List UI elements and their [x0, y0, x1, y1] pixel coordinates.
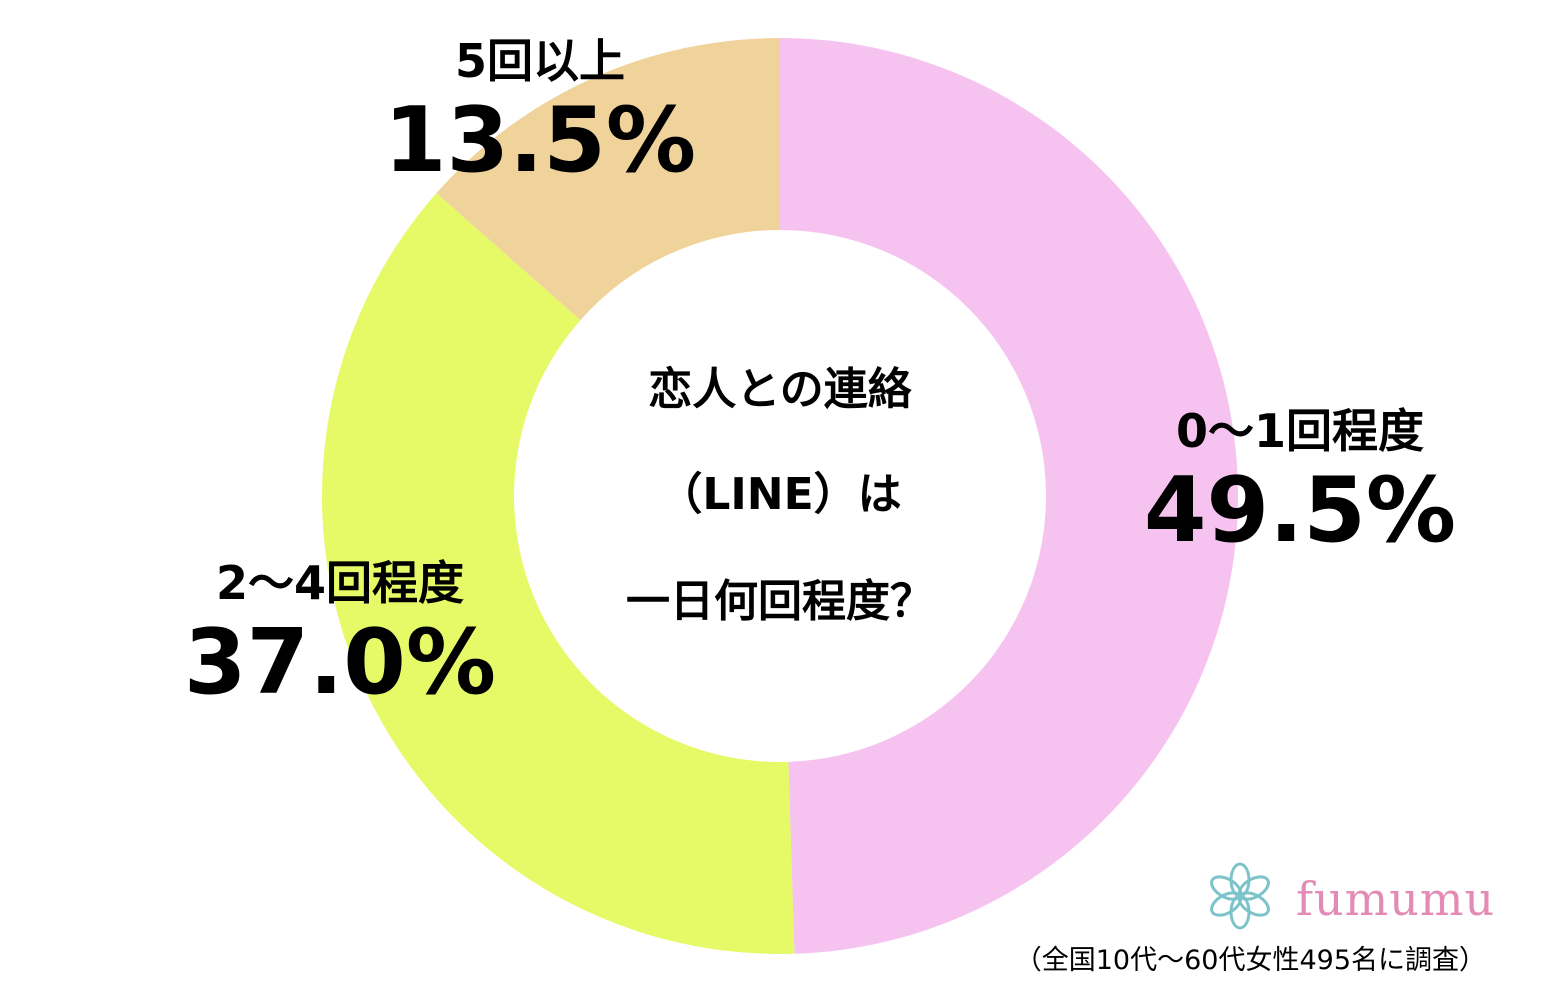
donut-slice-0 [780, 38, 1238, 954]
slice-name-2-4: 2〜4回程度 [215, 556, 464, 610]
donut-slice-1 [322, 193, 795, 955]
slice-value-2-4: 37.0% [183, 610, 497, 715]
flower-petal-4 [1210, 891, 1243, 917]
flower-petal-5 [1210, 875, 1243, 901]
slice-name-5-plus: 5回以上 [454, 34, 625, 88]
survey-footnote: （全国10代〜60代女性495名に調査） [1014, 945, 1486, 976]
slice-value-0-1: 49.5% [1143, 458, 1457, 563]
brand-logo-text: fumumu [1296, 872, 1496, 926]
center-title-line-1: 恋人との連絡 [648, 364, 912, 415]
center-title-line-3: 一日何回程度？ [626, 576, 934, 627]
slice-label-5-plus: 5回以上 13.5% [360, 38, 720, 186]
center-title-line-2: （LINE）は [658, 469, 902, 520]
donut-slice-2 [436, 38, 780, 321]
slice-value-5-plus: 13.5% [383, 88, 697, 193]
flower-logo-icon [1210, 862, 1270, 930]
donut-slices [322, 38, 1238, 955]
slice-name-0-1: 0〜1回程度 [1175, 404, 1424, 458]
brand-logo: fumumu [1200, 858, 1500, 934]
slice-label-2-4: 2〜4回程度 37.0% [160, 560, 520, 708]
slice-label-0-1: 0〜1回程度 49.5% [1120, 408, 1480, 556]
